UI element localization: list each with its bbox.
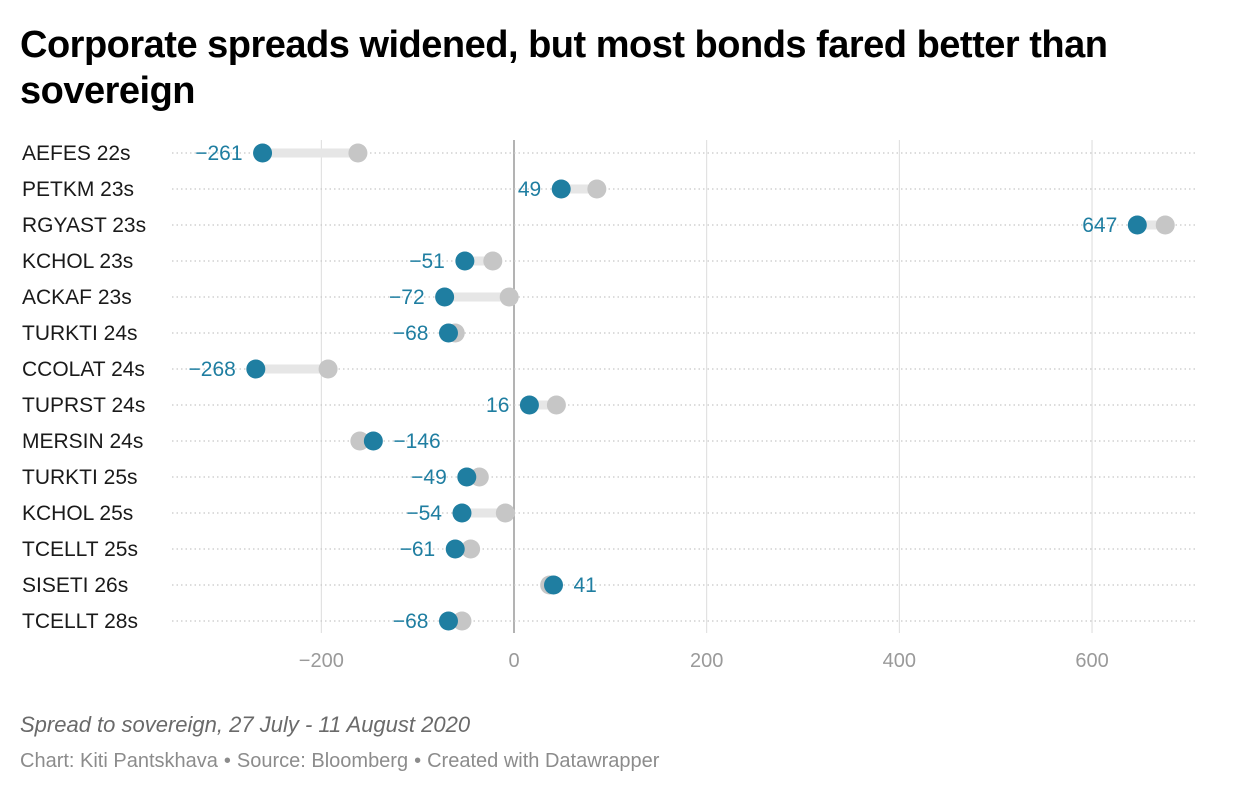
x-tick-label: 600 xyxy=(1075,650,1108,672)
row-label: TURKTI 25s xyxy=(22,466,138,489)
footer-separator: • xyxy=(223,750,231,772)
value-label: 647 xyxy=(1082,214,1117,237)
value-label: −51 xyxy=(409,250,445,273)
end-dot xyxy=(1127,215,1147,235)
row-label: TURKTI 24s xyxy=(22,322,138,345)
x-tick-label: −200 xyxy=(299,650,344,672)
credit-author: Chart: Kiti Pantskhava xyxy=(20,750,218,772)
x-tick-label: 0 xyxy=(508,650,519,672)
value-label: −72 xyxy=(389,286,425,309)
footer-separator: • xyxy=(414,750,422,772)
value-label: 41 xyxy=(573,574,596,597)
value-label: −261 xyxy=(195,142,242,165)
end-dot xyxy=(246,359,266,379)
start-dot xyxy=(499,287,519,307)
value-label: −268 xyxy=(189,358,236,381)
start-dot xyxy=(587,179,607,199)
start-dot xyxy=(452,611,472,631)
chart-title: Corporate spreads widened, but most bond… xyxy=(20,24,1108,112)
value-label: −68 xyxy=(393,610,429,633)
start-dot xyxy=(318,359,338,379)
end-dot xyxy=(363,431,383,451)
row-label: MERSIN 24s xyxy=(22,430,143,453)
credit-tool: Created with Datawrapper xyxy=(427,750,660,772)
chart-footer: Chart: Kiti Pantskhava • Source: Bloomberg… xyxy=(20,750,659,773)
end-dot xyxy=(543,575,563,595)
value-label: −49 xyxy=(411,466,447,489)
start-dot xyxy=(483,251,503,271)
row-label: ACKAF 23s xyxy=(22,286,132,309)
end-dot xyxy=(457,467,477,487)
end-dot xyxy=(435,287,455,307)
value-label: −61 xyxy=(400,538,436,561)
row-label: TCELLT 25s xyxy=(22,538,138,561)
row-label: TUPRST 24s xyxy=(22,394,145,417)
x-tick-label: 200 xyxy=(690,650,723,672)
row-label: RGYAST 23s xyxy=(22,214,146,237)
start-dot xyxy=(461,539,481,559)
dot-range-chart: −200 0 200 400 600 AEFES 22s −261 PETKM 23s 49 RG… xyxy=(22,140,1198,672)
value-label: −54 xyxy=(406,502,442,525)
chart-notes: Spread to sovereign, 27 July - 11 August… xyxy=(20,712,471,737)
start-dot xyxy=(348,143,368,163)
row-label: AEFES 22s xyxy=(22,142,131,165)
end-dot xyxy=(452,503,472,523)
end-dot xyxy=(438,611,458,631)
start-dot xyxy=(1155,215,1175,235)
value-label: −68 xyxy=(393,322,429,345)
value-label: −146 xyxy=(393,430,440,453)
end-dot xyxy=(551,179,571,199)
row-label: PETKM 23s xyxy=(22,178,134,201)
end-dot xyxy=(455,251,475,271)
row-label: CCOLAT 24s xyxy=(22,358,145,381)
start-dot xyxy=(495,503,515,523)
value-label: 49 xyxy=(518,178,541,201)
row-label: SISETI 26s xyxy=(22,574,128,597)
credit-source: Source: Bloomberg xyxy=(236,750,409,772)
end-dot xyxy=(519,395,539,415)
row-label: KCHOL 25s xyxy=(22,502,133,525)
start-dot xyxy=(350,431,370,451)
end-dot xyxy=(445,539,465,559)
row-label: KCHOL 23s xyxy=(22,250,133,273)
end-dot xyxy=(253,143,273,163)
row-label: TCELLT 28s xyxy=(22,610,138,633)
x-tick-label: 400 xyxy=(883,650,916,672)
value-label: 16 xyxy=(486,394,509,417)
start-dot xyxy=(546,395,566,415)
end-dot xyxy=(438,323,458,343)
